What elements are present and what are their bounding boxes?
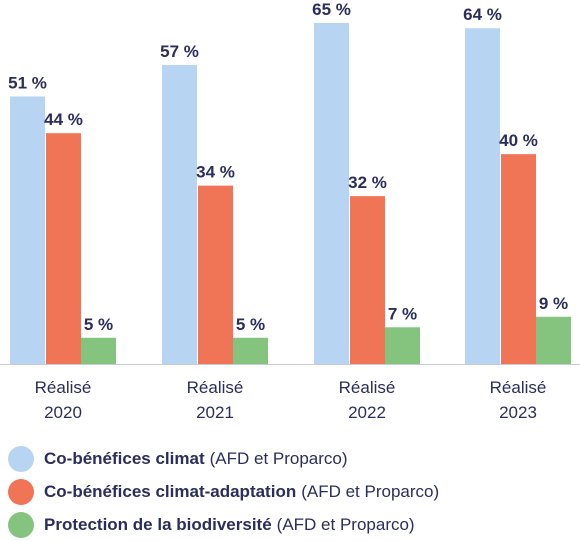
bar-value-label: 9 % [539, 294, 568, 313]
chart-legend: Co-bénéfices climat (AFD et Proparco) Co-b… [8, 442, 439, 541]
bar-value-label: 5 % [84, 315, 113, 334]
bar [198, 185, 233, 364]
bar-value-label: 64 % [463, 5, 502, 24]
bar [465, 28, 500, 364]
legend-item: Co-bénéfices climat-adaptation (AFD et Pr… [8, 475, 439, 508]
bar-value-label: 5 % [236, 315, 265, 334]
bar [350, 196, 385, 364]
bar-value-label: 34 % [196, 163, 235, 182]
x-tick-label: Réalisé [35, 378, 92, 397]
bar [81, 337, 116, 364]
legend-text: Co-bénéfices climat-adaptation (AFD et Pr… [44, 482, 439, 502]
x-tick-label: 2020 [44, 403, 82, 422]
x-tick-label: Réalisé [339, 378, 396, 397]
bar-value-label: 44 % [44, 110, 83, 129]
bar-value-label: 65 % [312, 0, 351, 19]
legend-series-suffix: (AFD et Proparco) [209, 448, 348, 468]
legend-series-name: Co-bénéfices climat-adaptation [44, 481, 297, 501]
bar [162, 64, 197, 364]
legend-series-name: Co-bénéfices climat [44, 448, 205, 468]
x-tick-label: 2021 [196, 403, 234, 422]
legend-swatch [8, 445, 34, 472]
legend-item: Co-bénéfices climat (AFD et Proparco) [8, 442, 439, 475]
bar [501, 154, 536, 364]
bar [385, 327, 420, 364]
legend-series-suffix: (AFD et Proparco) [276, 514, 415, 534]
x-tick-label: Réalisé [490, 378, 547, 397]
x-tick-label: 2023 [499, 403, 537, 422]
bar [10, 96, 45, 364]
bar-chart: 51 % 57 % 65 % 64 % 44 % 34 % 32 % 40 % 5 % 5 % 7 … [0, 0, 580, 422]
bar [314, 23, 349, 364]
legend-swatch [8, 511, 34, 538]
legend-swatch [8, 478, 34, 505]
x-tick-label: Réalisé [187, 378, 244, 397]
bar [536, 316, 571, 364]
bar [46, 133, 81, 364]
legend-series-suffix: (AFD et Proparco) [301, 481, 440, 501]
legend-item: Protection de la biodiversité (AFD et Pro… [8, 508, 439, 541]
bar-value-label: 32 % [348, 173, 387, 192]
x-tick-label: 2022 [348, 403, 386, 422]
legend-text: Protection de la biodiversité (AFD et Pro… [44, 515, 415, 535]
bar-value-label: 57 % [160, 42, 199, 61]
bar-value-label: 51 % [8, 73, 47, 92]
bar-value-label: 7 % [388, 304, 417, 323]
legend-text: Co-bénéfices climat (AFD et Proparco) [44, 449, 348, 469]
bar-value-label: 40 % [499, 131, 538, 150]
legend-series-name: Protection de la biodiversité [44, 514, 272, 534]
bar [233, 337, 268, 364]
